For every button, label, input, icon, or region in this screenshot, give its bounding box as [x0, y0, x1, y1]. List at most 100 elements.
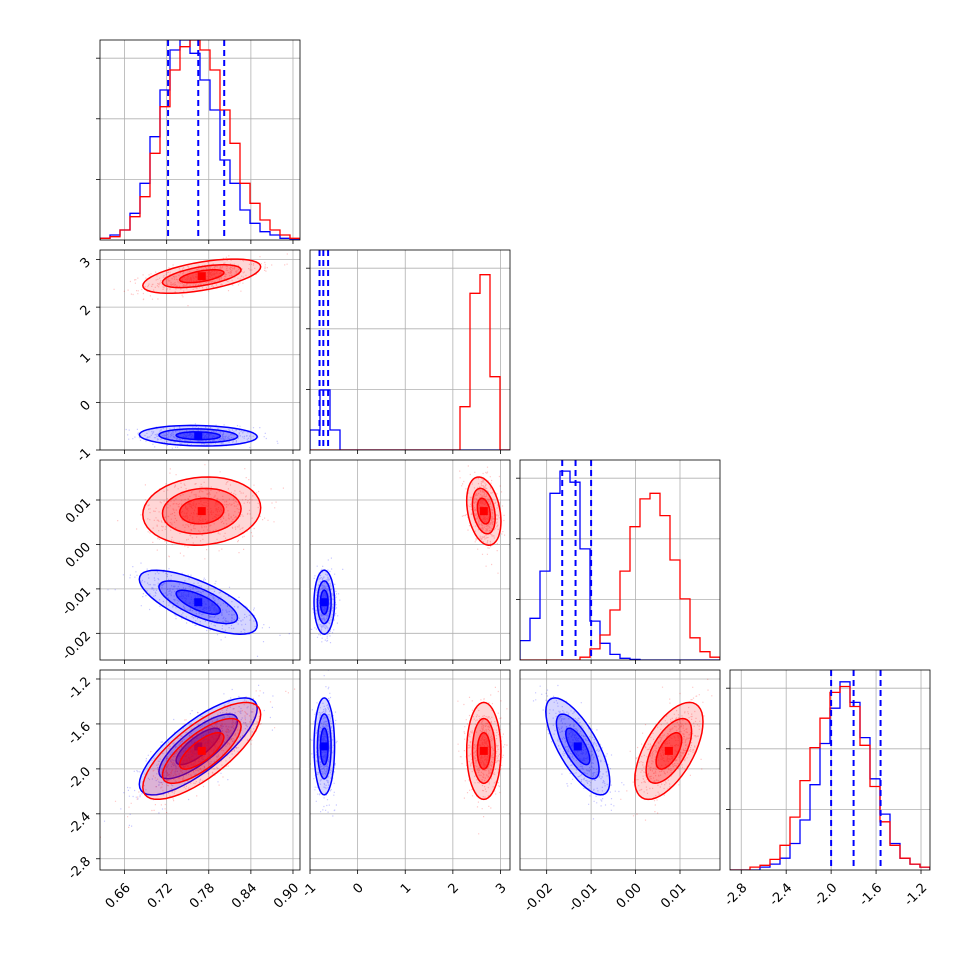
density-peak-blue-30: [194, 742, 203, 751]
histogram-red-1: [310, 274, 510, 450]
x-tick-label-3-4: -1.2: [902, 881, 931, 910]
histogram-blue-0: [100, 40, 300, 240]
density-peak-red-31: [479, 746, 488, 755]
y-tick-label-2-1: 0.00: [63, 540, 94, 571]
contour-line-blue-21-0: [313, 569, 336, 635]
contour-line-blue-32-0: [545, 697, 611, 796]
panel-frame-10: [99, 249, 301, 451]
scatter-points-red-20: [117, 464, 284, 560]
contour-line-red-21-0: [465, 476, 502, 546]
contour-line-red-30-1: [161, 717, 242, 784]
x-tick-label-1-1: 0: [350, 881, 366, 897]
panel-1-1: [310, 250, 510, 450]
contour-line-blue-30-2: [175, 727, 222, 766]
contour-line-blue-21-1: [316, 580, 332, 625]
density-peak-blue-20: [194, 598, 203, 607]
contour-line-blue-20-0: [138, 569, 258, 635]
panel-2-0: [100, 460, 300, 660]
contour-line-blue-20-1: [158, 580, 239, 625]
histogram-blue-1: [310, 389, 510, 450]
panel-frame-22: [519, 459, 721, 661]
contour-line-red-20-0: [142, 476, 262, 546]
x-tick-label-1-3: 2: [446, 881, 462, 897]
panel-frame-11: [309, 249, 511, 451]
contour-line-red-21-1: [471, 487, 496, 535]
y-tick-label-3-4: -2.8: [65, 854, 94, 883]
y-tick-label-2-2: -0.01: [60, 584, 94, 618]
contour-line-red-31-1: [471, 717, 496, 785]
y-tick-label-2-3: -0.02: [60, 629, 94, 663]
contour-line-red-10-2: [178, 269, 225, 284]
contour-line-red-32-2: [655, 731, 683, 770]
x-tick-label-0-1: 0.72: [145, 881, 176, 912]
x-tick-label-1-4: 3: [493, 881, 509, 897]
density-peak-blue-21: [320, 598, 329, 607]
y-tick-label-3-2: -2.0: [65, 764, 94, 793]
density-peak-blue-31: [320, 742, 329, 751]
x-tick-label-3-0: -2.8: [722, 881, 751, 910]
contour-line-blue-10-2: [175, 431, 222, 441]
x-tick-label-0-2: 0.78: [187, 881, 218, 912]
contour-line-blue-31-0: [313, 697, 336, 796]
contour-line-blue-32-1: [555, 713, 600, 780]
panel-0-0: [100, 40, 300, 240]
panel-frame-31: [309, 669, 511, 871]
contour-line-red-32-0: [634, 701, 704, 801]
scatter-points-blue-20: [107, 562, 290, 657]
panel-3-1: [310, 670, 510, 870]
y-tick-label-1-0: 3: [78, 255, 94, 271]
contour-line-red-21-2: [476, 497, 491, 525]
scatter-points-red-31: [457, 686, 508, 835]
x-tick-label-0-0: 0.66: [103, 881, 134, 912]
contour-line-red-10-1: [161, 264, 242, 289]
y-tick-label-1-3: 0: [78, 398, 94, 414]
density-peak-red-30: [197, 746, 206, 755]
density-peak-blue-10: [194, 431, 203, 440]
density-peak-red-21: [479, 507, 488, 516]
panel-2-2: [520, 460, 720, 660]
contour-line-blue-31-1: [316, 713, 332, 780]
panel-3-0: [100, 670, 300, 870]
x-tick-label-1-0: -1: [299, 881, 319, 901]
x-tick-label-2-3: 0.01: [658, 881, 689, 912]
contour-line-blue-30-0: [138, 697, 258, 796]
y-tick-label-1-1: 2: [78, 303, 94, 319]
y-tick-label-3-1: -1.6: [65, 719, 94, 748]
density-peak-red-20: [197, 507, 206, 516]
x-tick-label-2-0: -0.02: [522, 881, 556, 915]
panel-frame-33: [729, 669, 931, 871]
panel-1-0: [100, 250, 300, 450]
contour-line-red-10-0: [142, 258, 262, 295]
histogram-red-3: [730, 685, 930, 870]
contour-line-blue-32-2: [565, 727, 591, 766]
x-tick-label-1-2: 1: [398, 881, 414, 897]
x-tick-label-3-2: -2.0: [812, 881, 841, 910]
panel-2-1: [310, 460, 510, 660]
contour-line-blue-10-1: [158, 428, 239, 444]
contour-line-blue-21-2: [319, 589, 329, 615]
contour-line-blue-20-2: [175, 589, 222, 615]
contour-line-red-30-0: [142, 701, 262, 801]
histogram-red-0: [100, 40, 300, 240]
scatter-points-blue-31: [310, 670, 338, 817]
x-tick-label-3-1: -2.4: [767, 881, 796, 910]
contour-line-red-32-1: [645, 717, 693, 785]
panel-frame-00: [99, 39, 301, 241]
panel-frame-30: [99, 669, 301, 871]
panel-3-3: [730, 670, 930, 870]
contour-line-blue-10-0: [138, 424, 258, 447]
density-peak-blue-32: [573, 742, 582, 751]
contour-line-red-31-2: [476, 731, 491, 770]
contour-line-blue-30-1: [158, 713, 239, 780]
y-tick-label-1-4: -1: [74, 445, 94, 465]
histogram-blue-2: [520, 470, 720, 660]
y-tick-label-2-0: 0.01: [63, 495, 94, 526]
histogram-red-2: [520, 492, 720, 660]
y-tick-label-3-0: -1.2: [65, 674, 94, 703]
x-tick-label-0-4: 0.90: [271, 881, 302, 912]
y-tick-label-1-2: 1: [78, 350, 94, 366]
contour-line-red-31-0: [465, 701, 502, 801]
panel-frame-21: [309, 459, 511, 661]
x-tick-label-0-3: 0.84: [229, 881, 260, 912]
